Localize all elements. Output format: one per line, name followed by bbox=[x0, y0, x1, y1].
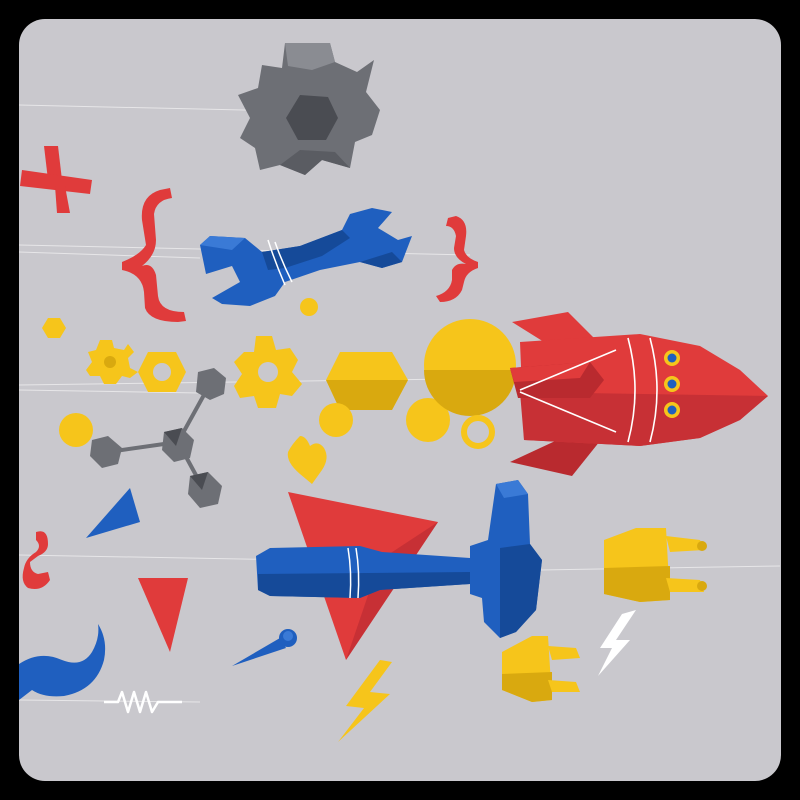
triangle-icon bbox=[86, 488, 140, 538]
hexagon-icon bbox=[326, 352, 408, 410]
yellow-dot-icon bbox=[59, 319, 516, 449]
rocket-icon bbox=[510, 312, 768, 476]
hammer-icon bbox=[256, 480, 542, 638]
lightning-icon bbox=[338, 660, 392, 742]
plus-icon bbox=[20, 146, 92, 213]
molecule-icon bbox=[90, 368, 226, 508]
craft-tools-illustration bbox=[19, 43, 781, 742]
gear-icon bbox=[234, 336, 302, 408]
pin-icon bbox=[232, 629, 297, 666]
gear-icon bbox=[238, 43, 380, 175]
hexagon-icon bbox=[138, 352, 186, 392]
triangle-icon bbox=[138, 578, 188, 652]
heart-icon bbox=[287, 436, 327, 484]
mustache-icon bbox=[19, 624, 106, 700]
hook-icon bbox=[22, 531, 50, 589]
gear-icon bbox=[86, 340, 138, 384]
plug-icon bbox=[604, 528, 707, 602]
lightning-icon bbox=[598, 610, 636, 676]
plug-icon bbox=[502, 636, 580, 702]
curly-brace-icon bbox=[122, 188, 186, 322]
curly-brace-icon bbox=[436, 216, 478, 302]
resistor-icon bbox=[104, 690, 182, 714]
yellow-dot-icon bbox=[42, 298, 318, 338]
wrench-icon bbox=[200, 208, 412, 306]
illustration-panel bbox=[19, 19, 781, 781]
